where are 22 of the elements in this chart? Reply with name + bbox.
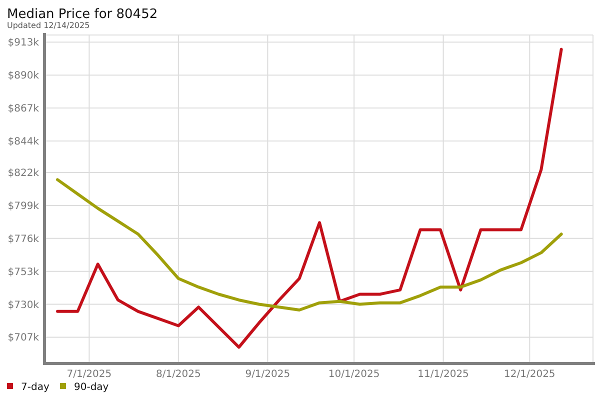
y-tick-label: $890k — [8, 70, 40, 82]
y-tick-label: $776k — [8, 234, 40, 245]
line-series — [56, 48, 563, 349]
x-tick-label: 8/1/2025 — [156, 369, 201, 380]
y-tick-label: $913k — [8, 38, 40, 49]
x-tick-label: 9/1/2025 — [245, 369, 290, 380]
x-tick-label: 7/1/2025 — [66, 369, 112, 380]
y-tick-label: $730k — [8, 300, 40, 311]
x-tick-label: 10/1/2025 — [328, 369, 380, 380]
y-tick-label: $844k — [8, 136, 40, 148]
y-tick-label: $753k — [8, 266, 40, 278]
legend-label: 90-day — [74, 382, 109, 393]
line-series — [56, 178, 563, 312]
y-tick-label: $867k — [8, 104, 40, 115]
chart-title: Median Price for 80452 — [7, 7, 158, 22]
y-tick-label: $707k — [8, 332, 40, 344]
legend-label: 7-day — [21, 382, 50, 393]
chart-subtitle: Updated 12/14/2025 — [7, 21, 90, 30]
x-tick-label: 12/1/2025 — [504, 369, 556, 380]
y-tick-label: $799k — [8, 200, 40, 212]
y-tick-label: $822k — [8, 168, 40, 179]
x-tick-label: 11/1/2025 — [418, 369, 469, 380]
